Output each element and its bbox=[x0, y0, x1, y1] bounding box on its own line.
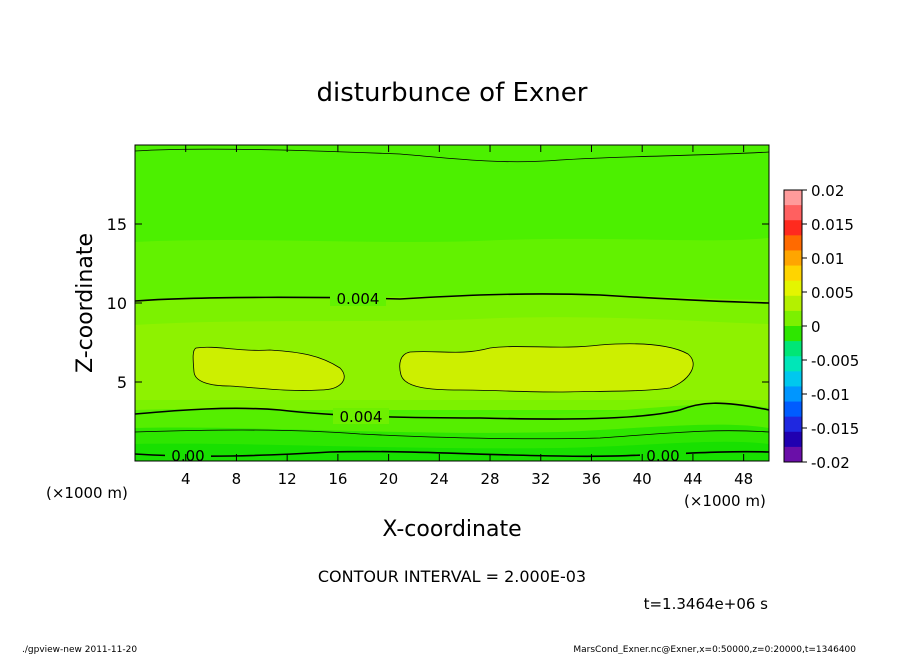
blob-left bbox=[192, 346, 345, 391]
x-unit-label: (×1000 m) bbox=[684, 492, 766, 510]
contour-interval-text: CONTOUR INTERVAL = 2.000E-03 bbox=[318, 567, 586, 586]
colorbar-segment bbox=[784, 356, 802, 372]
y-tick-label: 5 bbox=[117, 373, 127, 392]
x-tick-label: 12 bbox=[278, 470, 297, 488]
colorbar-segment bbox=[784, 401, 802, 418]
x-axis-label: X-coordinate bbox=[382, 517, 521, 542]
colorbar-tick-label: 0.015 bbox=[811, 216, 854, 234]
blob-right bbox=[399, 343, 694, 393]
x-tick-label: 48 bbox=[734, 470, 753, 488]
x-tick-label: 4 bbox=[181, 470, 191, 488]
y-unit-label: (×1000 m) bbox=[46, 484, 128, 502]
contour-label-1: 0.004 bbox=[337, 290, 380, 308]
colorbar-segment bbox=[784, 371, 802, 387]
contour-line-lower2 bbox=[134, 429, 770, 440]
x-tick-label: 16 bbox=[328, 470, 347, 488]
x-tick-label: 8 bbox=[232, 470, 242, 488]
colorbar-segment bbox=[784, 310, 802, 327]
colorbar-segment bbox=[784, 295, 802, 312]
x-tick-label: 40 bbox=[633, 470, 652, 488]
colorbar-tick-label: -0.01 bbox=[811, 386, 850, 404]
contour-line-top bbox=[134, 148, 770, 163]
colorbar-segment bbox=[784, 341, 802, 357]
colorbar-ticks: 0.02 0.015 0.01 0.005 0 -0.005 -0.01 -0.015 -0.0… bbox=[802, 182, 859, 472]
colorbar-segment bbox=[784, 280, 802, 297]
chart-title: disturbunce of Exner bbox=[317, 78, 588, 108]
colorbar-segment bbox=[784, 190, 802, 206]
x-tick-label: 32 bbox=[531, 470, 550, 488]
y-axis-label: Z-coordinate bbox=[73, 233, 98, 373]
x-axis-ticks: 4 8 12 16 20 24 28 32 36 40 44 48 bbox=[181, 145, 753, 488]
colorbar-segment bbox=[784, 386, 802, 403]
colorbar-segment bbox=[784, 250, 802, 267]
field-upper-band bbox=[135, 238, 769, 300]
colorbar-tick-label: -0.015 bbox=[811, 420, 859, 438]
colorbar-segment bbox=[784, 416, 802, 433]
contour-label-3: 0.00 bbox=[171, 447, 204, 465]
time-text: t=1.3464e+06 s bbox=[644, 595, 769, 613]
colorbar-tick-label: 0.02 bbox=[811, 182, 844, 200]
x-tick-label: 28 bbox=[480, 470, 499, 488]
plot-area: 0.004 0.004 0.00 0.00 bbox=[134, 144, 770, 465]
colorbar-segment bbox=[784, 326, 802, 342]
colorbar-tick-label: 0.005 bbox=[811, 284, 854, 302]
colorbar-segment bbox=[784, 446, 802, 463]
colorbar-tick-label: -0.02 bbox=[811, 454, 850, 472]
y-axis-ticks: 5 10 15 bbox=[107, 215, 769, 392]
colorbar-segment bbox=[784, 235, 802, 251]
colorbar-tick-label: 0 bbox=[811, 318, 821, 336]
colorbar bbox=[783, 189, 803, 463]
colorbar-segment bbox=[784, 431, 802, 448]
colorbar-segment bbox=[784, 205, 802, 221]
footer-right-text: MarsCond_Exner.nc@Exner,x=0:50000,z=0:20… bbox=[573, 645, 856, 654]
contour-label-bg-2 bbox=[333, 408, 389, 424]
x-tick-label: 20 bbox=[379, 470, 398, 488]
colorbar-segment bbox=[784, 265, 802, 282]
colorbar-tick-label: 0.01 bbox=[811, 250, 844, 268]
contour-label-bg-4 bbox=[640, 448, 686, 461]
colorbar-tick-label: -0.005 bbox=[811, 352, 859, 370]
contour-label-2: 0.004 bbox=[340, 408, 383, 426]
colorbar-segment bbox=[784, 220, 802, 236]
y-tick-label: 10 bbox=[107, 294, 127, 313]
x-tick-label: 24 bbox=[430, 470, 449, 488]
contour-label-4: 0.00 bbox=[646, 447, 679, 465]
x-tick-label: 36 bbox=[582, 470, 601, 488]
y-tick-label: 15 bbox=[107, 215, 127, 234]
contour-label-bg-3 bbox=[165, 448, 211, 461]
contour-line-lower bbox=[134, 402, 770, 420]
x-tick-label: 44 bbox=[683, 470, 702, 488]
footer-left-text: ./gpview-new 2011-11-20 bbox=[22, 645, 137, 654]
contour-label-bg-1 bbox=[330, 290, 386, 306]
contour-line-upper bbox=[134, 293, 770, 304]
